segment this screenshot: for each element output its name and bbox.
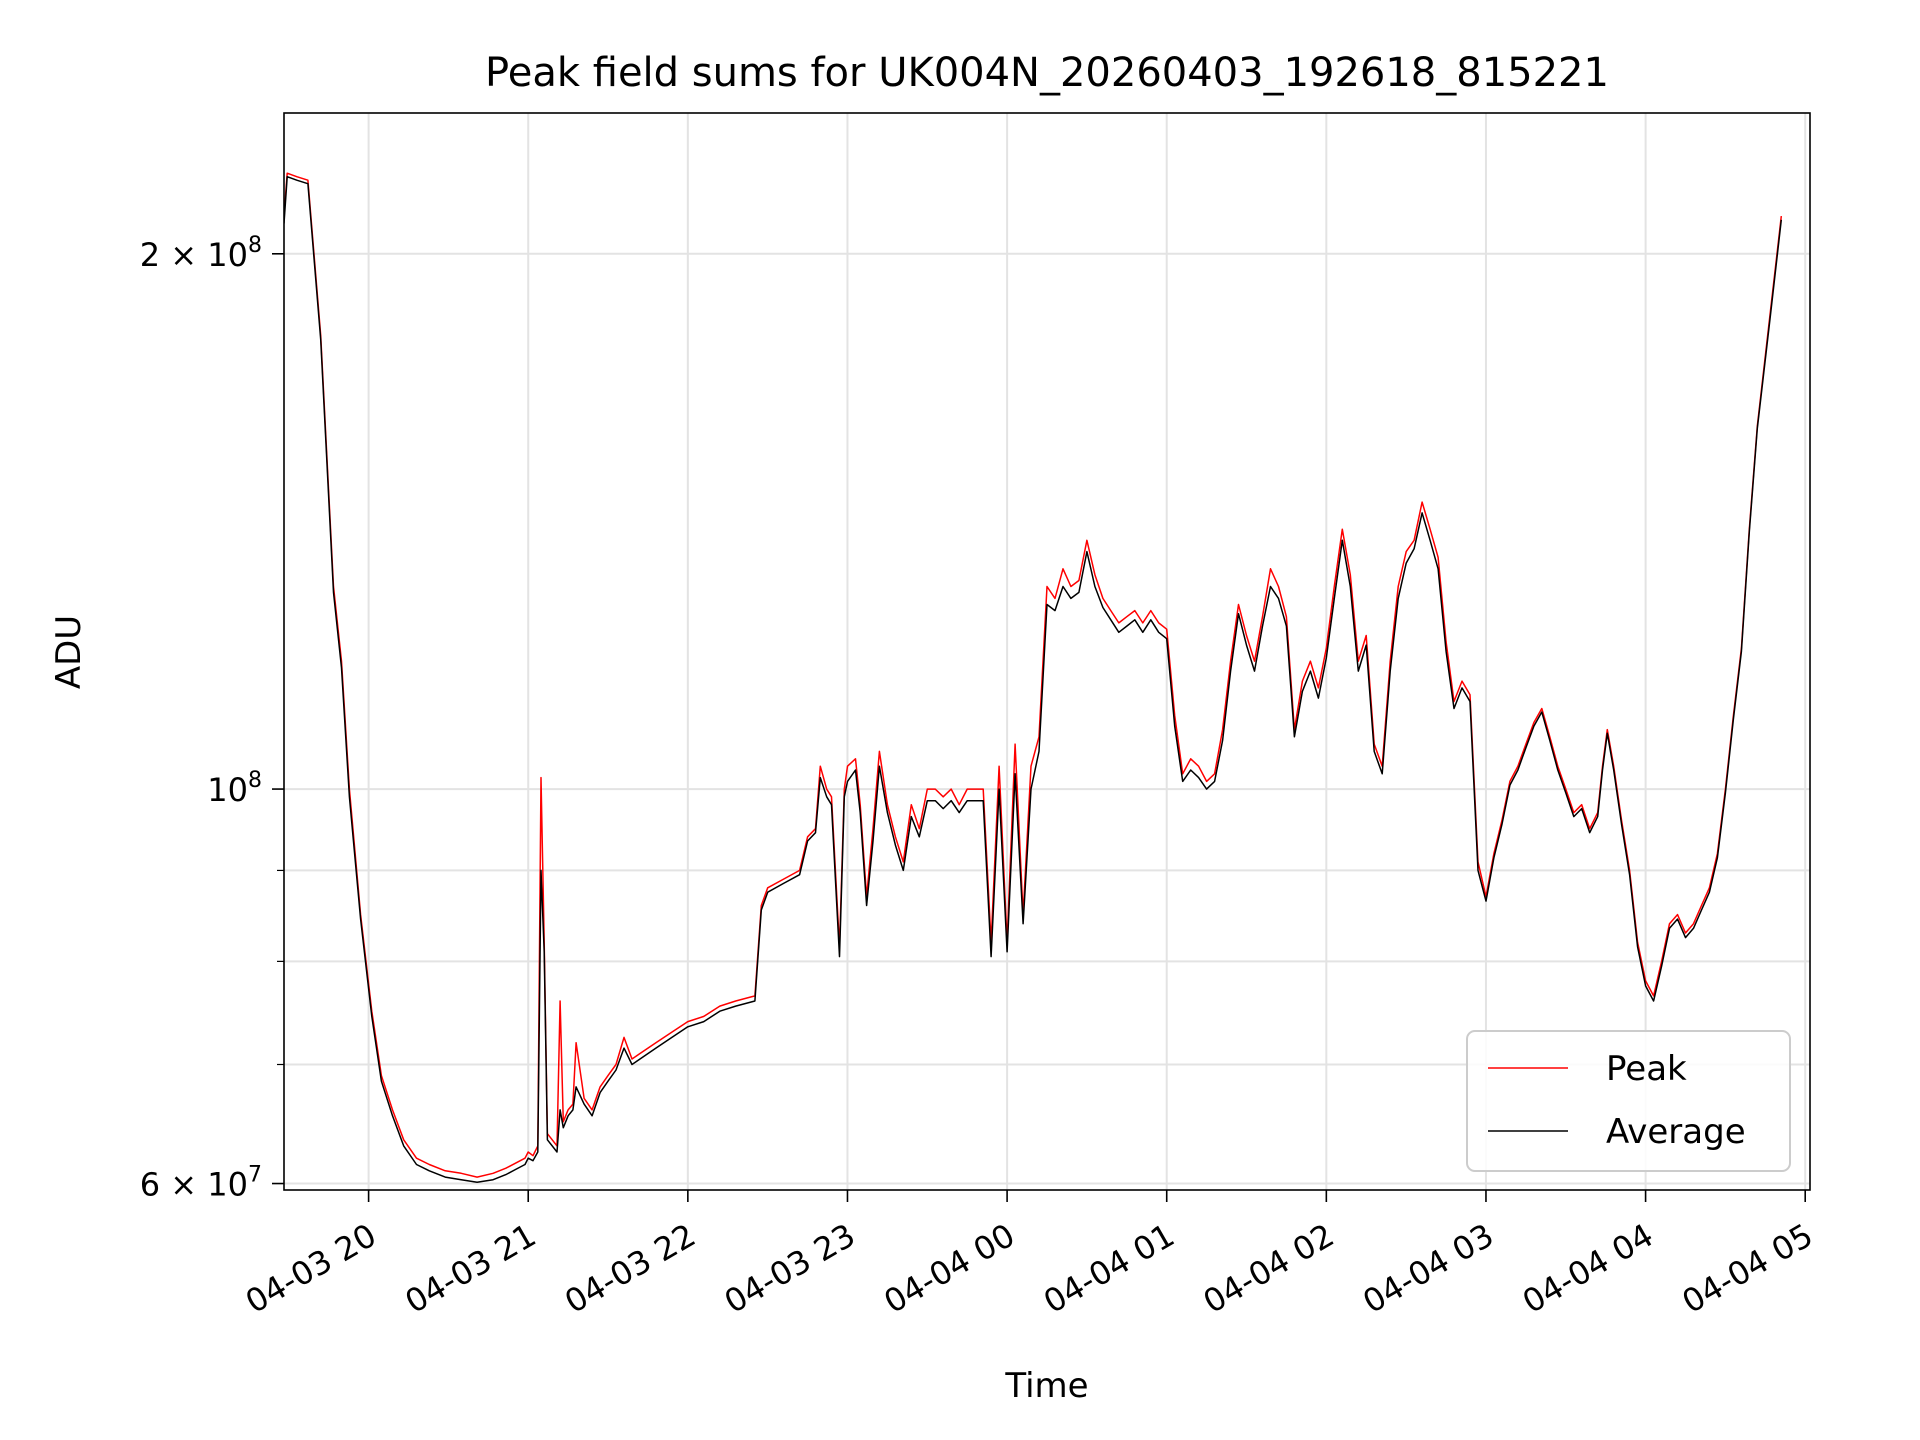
y-tick-label: 6 × 107 bbox=[140, 1163, 262, 1204]
legend-box bbox=[1466, 1030, 1791, 1172]
y-axis-label: ADU bbox=[49, 615, 89, 689]
y-tick-label: 108 bbox=[207, 768, 262, 809]
series-layer bbox=[284, 172, 1783, 1184]
y-axis-ticks: 6 × 107 108 2 × 108 bbox=[140, 233, 284, 1204]
series-line-peak bbox=[284, 172, 1783, 1178]
x-axis-label: Time bbox=[1004, 1366, 1088, 1406]
chart-title: Peak field sums for UK004N_20260403_1926… bbox=[485, 50, 1609, 96]
legend: Peak Average bbox=[1466, 1030, 1791, 1172]
y-tick-label: 2 × 108 bbox=[140, 233, 262, 274]
plot-frame bbox=[283, 112, 1811, 1191]
legend-label-average: Average bbox=[1606, 1112, 1746, 1152]
legend-label-peak: Peak bbox=[1606, 1049, 1687, 1089]
grid-layer bbox=[284, 113, 1810, 1190]
series-line-average bbox=[284, 175, 1783, 1184]
